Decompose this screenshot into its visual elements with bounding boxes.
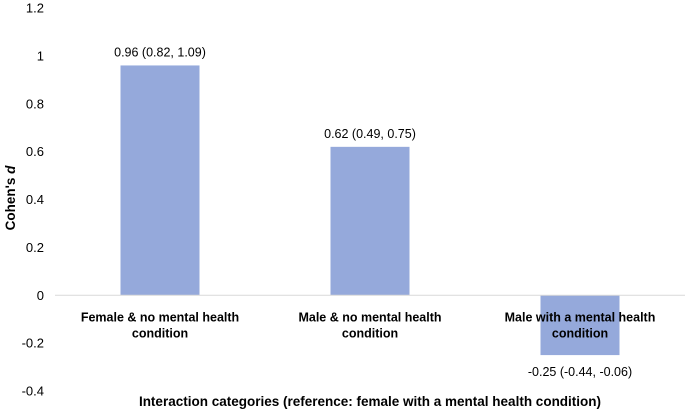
data-labels: 0.96 (0.82, 1.09) 0.62 (0.49, 0.75) -0.25 … — [114, 45, 632, 379]
y-tick-label: 0 — [37, 288, 44, 303]
bar — [120, 65, 200, 296]
x-category-label: Male with a mental health condition — [505, 310, 656, 340]
y-tick-label: 0.8 — [26, 96, 44, 111]
y-tick-label: -0.4 — [22, 384, 44, 399]
y-tick-label: 1 — [37, 48, 44, 63]
y-axis-title: Cohen's d — [3, 165, 18, 230]
y-axis-title-main: Cohen's — [3, 174, 18, 230]
bar-data-label: -0.25 (-0.44, -0.06) — [528, 365, 632, 379]
y-tick-label: 1.2 — [26, 1, 44, 16]
x-category-label-line: condition — [132, 326, 188, 340]
bar-data-label: 0.62 (0.49, 0.75) — [324, 127, 416, 141]
bars — [120, 65, 620, 356]
x-category-label-line: condition — [342, 326, 398, 340]
y-axis-ticks: -0.4 -0.2 0 0.2 0.4 0.6 0.8 1 1.2 — [22, 1, 44, 399]
bar-data-label: 0.96 (0.82, 1.09) — [114, 45, 206, 59]
y-tick-label: 0.2 — [26, 240, 44, 255]
y-tick-label: 0.4 — [26, 192, 44, 207]
x-category-label-line: Male with a mental health — [505, 310, 656, 324]
x-category-label: Male & no mental health condition — [298, 310, 441, 340]
x-category-label-line: Male & no mental health — [298, 310, 441, 324]
y-axis-title-italic: d — [3, 165, 18, 174]
x-category-label-line: condition — [552, 326, 608, 340]
bar — [540, 295, 620, 356]
bar — [330, 146, 410, 296]
x-category-label-line: Female & no mental health — [81, 310, 239, 324]
y-tick-label: -0.2 — [22, 336, 44, 351]
x-category-label: Female & no mental health condition — [81, 310, 239, 340]
y-tick-label: 0.6 — [26, 144, 44, 159]
x-axis-title: Interaction categories (reference: femal… — [139, 394, 601, 409]
